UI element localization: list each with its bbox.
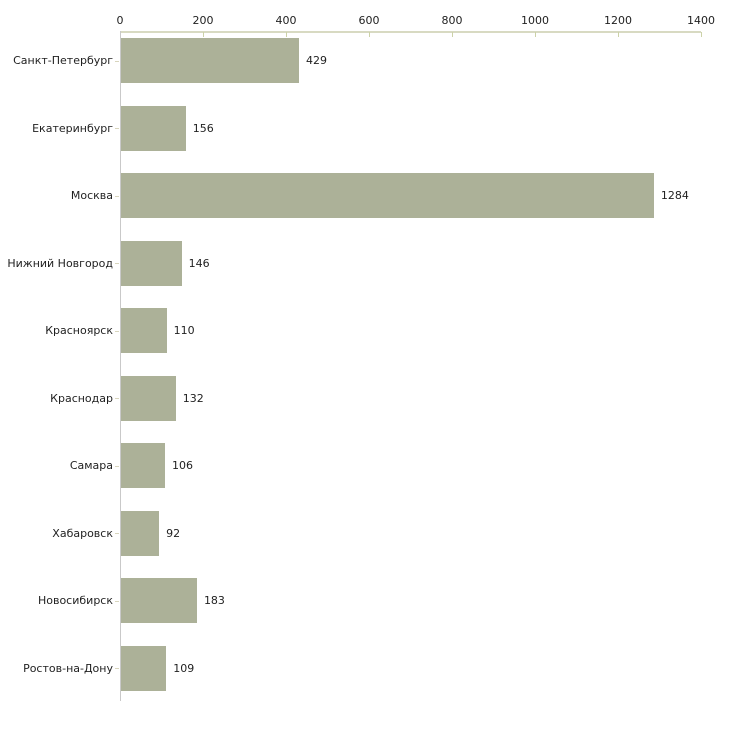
bar <box>121 38 300 83</box>
category-tick-mark <box>115 398 119 399</box>
bar <box>121 645 167 691</box>
value-label: 132 <box>182 391 204 405</box>
category-tick-mark <box>115 263 119 264</box>
x-tick-label: 1200 <box>604 14 632 27</box>
bar <box>121 240 182 286</box>
x-tick-mark <box>286 32 287 37</box>
category-tick-mark <box>115 600 119 602</box>
x-tick-label: 0 <box>116 14 124 27</box>
category-tick-mark <box>115 533 119 534</box>
category-tick-mark <box>115 330 119 332</box>
x-tick-label: 1000 <box>521 14 549 27</box>
value-label: 106 <box>171 459 193 472</box>
bar-row: Хабаровск 92 <box>0 504 730 572</box>
bar-row: Москва 1284 <box>0 166 730 234</box>
x-tick-label: 1400 <box>687 14 715 27</box>
category-tick-mark <box>115 195 119 197</box>
bar <box>121 173 654 218</box>
bar <box>121 105 186 151</box>
category-label: Москва <box>70 189 113 202</box>
bar-row: Нижний Новгород 146 <box>0 234 730 302</box>
x-tick-label: 400 <box>275 14 297 27</box>
value-label: 429 <box>306 54 328 67</box>
category-label: Самара <box>69 459 113 472</box>
category-tick-mark <box>115 128 119 129</box>
x-tick-mark <box>452 32 453 37</box>
bar <box>121 375 176 421</box>
category-tick-mark <box>115 60 119 62</box>
bar-row: Красноярск 110 <box>0 301 730 369</box>
category-label: Нижний Новгород <box>7 256 113 270</box>
category-tick-mark <box>115 668 119 669</box>
x-tick-mark <box>535 32 536 37</box>
value-label: 156 <box>192 121 214 135</box>
bar <box>121 308 167 353</box>
category-label: Новосибирск <box>37 594 113 607</box>
bar <box>121 578 197 623</box>
x-tick-mark <box>203 32 204 37</box>
bar-row: Санкт-Петербург 429 <box>0 31 730 99</box>
value-label: 109 <box>173 661 195 675</box>
x-tick-label: 600 <box>358 14 380 27</box>
value-label: 110 <box>173 324 195 337</box>
value-label: 1284 <box>660 189 689 202</box>
bar <box>121 443 165 488</box>
x-tick-mark <box>369 32 370 37</box>
category-label: Санкт-Петербург <box>13 54 113 67</box>
bar <box>121 510 160 556</box>
bar-row: Екатеринбург 156 <box>0 99 730 167</box>
x-tick-label: 200 <box>192 14 214 27</box>
value-label: 183 <box>203 594 225 607</box>
category-label: Краснодар <box>50 391 113 405</box>
category-label: Ростов-на-Дону <box>23 661 113 675</box>
x-tick-mark <box>618 32 619 37</box>
category-label: Екатеринбург <box>32 121 113 135</box>
bar-row: Ростов-на-Дону 109 <box>0 639 730 707</box>
x-tick-label: 800 <box>441 14 463 27</box>
y-axis-line <box>120 31 121 701</box>
category-label: Красноярск <box>45 324 113 337</box>
bar-row: Краснодар 132 <box>0 369 730 437</box>
bar-row: Самара 106 <box>0 436 730 504</box>
x-axis-line <box>120 31 701 33</box>
category-label: Хабаровск <box>52 526 113 540</box>
value-label: 146 <box>188 256 210 270</box>
category-tick-mark <box>115 465 119 467</box>
x-tick-mark <box>701 32 702 37</box>
value-label: 92 <box>166 526 181 540</box>
bar-row: Новосибирск 183 <box>0 571 730 639</box>
